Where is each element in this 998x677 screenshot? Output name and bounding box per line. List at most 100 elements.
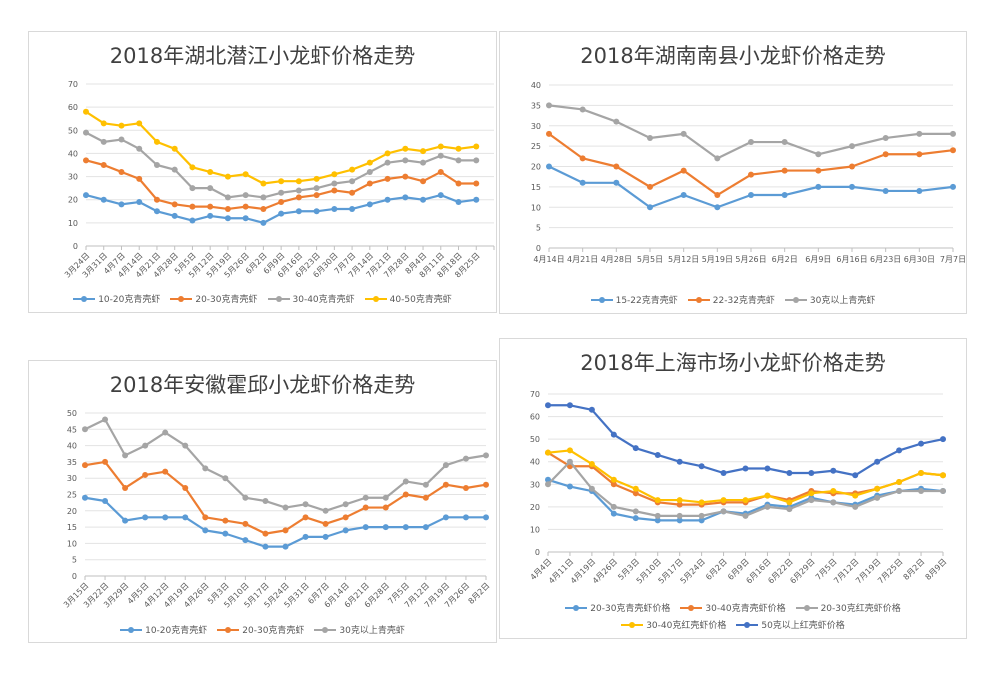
data-point [313,185,320,192]
data-point [313,192,320,199]
x-tick-label: 6月2日 [772,255,798,264]
legend-row: 10-20克青壳虾 20-30克青壳虾 30-40克青壳虾 40-50克青壳虾 [29,292,496,305]
data-point [189,217,196,224]
data-point [896,488,903,495]
data-point [680,130,687,137]
data-point [610,476,617,483]
series-line [548,104,953,160]
data-point [940,436,946,443]
y-tick-label: 30 [67,474,77,483]
data-point [402,173,409,180]
data-point [224,205,231,212]
data-point [222,475,229,482]
x-tick-label: 8月9日 [924,557,949,582]
x-tick-label: 6月9日 [805,255,831,264]
y-tick-label: 15 [531,183,541,192]
data-point [437,152,444,159]
data-point [142,514,149,521]
y-tick-label: 0 [73,242,78,251]
y-tick-label: 5 [72,556,77,565]
chart-legend: 10-20克青壳虾 20-30克青壳虾 30-40克青壳虾 40-50克青壳虾 [29,292,496,309]
data-point [546,130,552,137]
data-point [384,150,391,157]
data-point [189,164,196,171]
data-point [849,143,855,150]
legend-item: 10-20克青壳虾 [73,292,160,305]
data-point [331,180,338,187]
data-point [153,162,160,168]
data-point [349,189,356,196]
legend-label: 30-40克红壳虾价格 [646,621,727,631]
data-point [302,501,309,508]
data-point [153,196,160,203]
data-point [632,508,639,515]
data-point [118,168,125,175]
data-point [442,462,449,469]
data-point [815,183,822,190]
legend-swatch-icon [590,296,613,303]
legend-label: 30-40克青壳虾价格 [705,604,786,614]
data-point [882,187,889,194]
y-tick-label: 10 [67,539,77,548]
data-point [102,416,109,423]
data-point [100,162,107,168]
data-point [437,192,444,199]
plot-area: 0102030405060704月4日4月11日4月19日4月26日5月3日5月… [529,390,949,586]
legend-label: 30克以上青壳虾 [339,626,405,636]
data-point [437,168,444,175]
data-point [260,180,267,187]
data-point [786,499,793,506]
data-point [362,524,369,531]
data-point [100,138,107,145]
legend-row: 15-22克青壳虾 22-32克青壳虾 30克以上青壳虾 [500,293,966,306]
data-point [720,508,727,515]
data-point [422,481,429,488]
y-tick-label: 70 [68,80,78,89]
data-point [331,187,338,194]
data-point [313,208,320,215]
data-point [382,524,389,531]
data-point [122,452,129,459]
data-point [566,458,573,465]
data-point [242,537,249,544]
data-point [720,470,727,476]
data-point [262,543,269,550]
legend-item: 20-30克青壳虾价格 [565,601,670,614]
data-point [262,530,269,537]
data-point [420,178,427,185]
data-point [382,504,389,511]
data-point [896,447,903,454]
data-point [322,533,329,540]
data-point [473,143,480,150]
y-tick-label: 50 [67,409,77,418]
chart-hunan: 2018年湖南南县小龙虾价格走势 0 5 10 15 20 25 30 35 40 4月14日 4月… [499,31,967,314]
data-point [422,524,429,531]
data-point [647,183,653,190]
legend-item: 22-32克青壳虾 [687,293,775,306]
data-point [142,471,149,478]
chart-title: 2018年安徽霍邱小龙虾价格走势 [109,373,416,397]
y-tick-label: 0 [72,572,77,581]
data-point [366,180,373,187]
data-point [295,208,302,215]
data-point [262,498,269,505]
data-point [322,520,329,527]
data-point [852,472,859,479]
data-point [142,442,149,449]
data-point [874,494,881,501]
data-point [402,491,409,498]
plot-area: 0 5 10 15 20 25 30 35 40 4月14日 4月21日 4月28日 5月5日 5月12日… [531,81,966,264]
legend-item: 20-30克青壳虾 [170,292,258,305]
data-point [171,201,178,208]
data-point [882,151,889,158]
data-point [455,145,462,152]
x-tick-label: 6月16日 [836,255,867,264]
chart-legend: 10-20克青壳虾 20-30克青壳虾 30克以上青壳虾 [29,623,496,640]
y-tick-label: 20 [67,507,77,516]
data-point [302,514,309,521]
data-point [384,196,391,203]
legend-swatch-icon [120,626,143,633]
data-point [698,499,705,506]
y-tick-label: 0 [536,244,541,253]
data-point [786,506,793,513]
